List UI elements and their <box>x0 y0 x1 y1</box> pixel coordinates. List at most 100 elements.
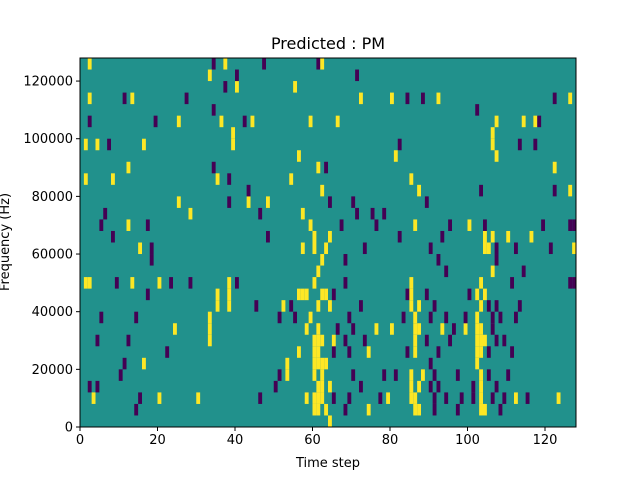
heatmap-cell-low <box>266 230 270 243</box>
heatmap-cell-low <box>525 392 530 404</box>
heatmap-cell-low <box>149 254 154 266</box>
chart-title: Predicted : PM <box>271 34 385 53</box>
heatmap-cell-high <box>479 323 484 335</box>
heatmap-cell-high <box>235 81 239 93</box>
heatmap-cell-high <box>219 115 224 128</box>
heatmap-cell-low <box>494 300 499 312</box>
heatmap-cell-high <box>521 115 526 128</box>
heatmap-cell-low <box>347 392 352 404</box>
heatmap-cell-low <box>246 184 251 197</box>
heatmap-cell-low <box>393 369 398 381</box>
heatmap-cell-high <box>126 161 131 174</box>
heatmap-cell-high <box>421 369 425 381</box>
heatmap-cell-low <box>343 334 348 347</box>
heatmap-cell-low <box>517 300 522 312</box>
heatmap-cell-high <box>479 300 484 312</box>
heatmap-cell-low <box>359 380 363 393</box>
heatmap-cell-low <box>463 311 468 324</box>
heatmap-cell-high <box>83 173 88 185</box>
heatmap-cell-low <box>428 311 433 324</box>
heatmap-cell-high <box>479 403 484 416</box>
heatmap-cell-low <box>424 196 429 208</box>
plot-frame <box>79 57 577 428</box>
heatmap-cell-high <box>324 357 329 370</box>
heatmap-cell-low <box>153 115 158 128</box>
heatmap-cell-high <box>300 242 305 255</box>
heatmap-cell-high <box>413 334 418 347</box>
heatmap-cell-high <box>297 288 301 301</box>
heatmap-cell-low <box>521 265 526 278</box>
heatmap-cell-low <box>99 219 104 231</box>
heatmap-cell-high <box>479 346 484 358</box>
heatmap-cell-high <box>413 346 418 358</box>
x-tick-label: 20 <box>149 433 166 448</box>
heatmap-cell-low <box>424 334 429 347</box>
x-tick-label: 40 <box>227 433 244 448</box>
heatmap-cell-high <box>494 115 499 128</box>
y-tick-label: 60000 <box>32 248 73 263</box>
heatmap-cell-low <box>471 392 476 404</box>
y-tick-label: 0 <box>65 421 73 436</box>
heatmap-cell-high <box>157 392 162 404</box>
heatmap-cell-low <box>514 242 518 255</box>
heatmap-cell-low <box>436 254 441 266</box>
heatmap-cell-high <box>312 357 317 370</box>
heatmap-cell-high <box>312 230 317 243</box>
heatmap-cell-high <box>111 173 115 185</box>
heatmap-cell-high <box>409 300 414 312</box>
heatmap-cell-high <box>320 334 325 347</box>
heatmap-cell-low <box>145 219 150 231</box>
heatmap-cell-high <box>374 323 379 335</box>
x-axis-label: Time step <box>295 456 360 471</box>
heatmap-cell-low <box>421 92 425 105</box>
heatmap-cells <box>83 58 577 427</box>
heatmap-cell-low <box>347 311 352 324</box>
heatmap-cell-low <box>401 311 406 324</box>
heatmap-cell-low <box>362 242 367 255</box>
heatmap-cell-high <box>95 138 100 151</box>
heatmap-cell-low <box>293 311 298 324</box>
heatmap-cell-high <box>312 346 317 358</box>
heatmap-cell-high <box>440 323 445 335</box>
heatmap-cell-high <box>173 323 177 335</box>
heatmap-cell-high <box>316 403 321 416</box>
heatmap-cell-low <box>114 277 119 289</box>
heatmap-cell-low <box>95 380 100 393</box>
heatmap-cell-high <box>417 323 422 335</box>
heatmap-cell-high <box>479 392 484 404</box>
heatmap-cell-high <box>324 403 329 416</box>
heatmap-cell-high <box>417 184 422 197</box>
heatmap-cell-low <box>498 403 503 416</box>
heatmap-cell-high <box>250 115 255 128</box>
y-tick-label: 40000 <box>32 305 73 320</box>
heatmap-cell-high <box>328 230 332 243</box>
heatmap-cell-low <box>134 311 139 324</box>
heatmap-cell-low <box>537 115 542 128</box>
heatmap-cell-high <box>413 311 418 324</box>
heatmap-cell-high <box>475 288 480 301</box>
heatmap-cell-low <box>277 369 282 381</box>
heatmap-cell-low <box>428 357 433 370</box>
heatmap-cell-low <box>227 196 232 208</box>
heatmap-cell-high <box>316 161 321 174</box>
heatmap-cell-low <box>211 104 216 116</box>
heatmap-cell-high <box>386 392 391 404</box>
heatmap-cell-high <box>390 92 394 105</box>
heatmap-cell-high <box>479 369 484 381</box>
heatmap-cell-low <box>235 69 239 82</box>
heatmap-cell-low <box>432 300 437 312</box>
heatmap-cell-low <box>490 392 495 404</box>
heatmap-cell-low <box>405 346 410 358</box>
heatmap-cell-low <box>483 219 487 231</box>
heatmap-cell-low <box>339 219 344 231</box>
heatmap-cell-high <box>300 288 305 301</box>
heatmap-cell-high <box>320 357 325 370</box>
heatmap-cell-low <box>444 311 449 324</box>
heatmap-cell-low <box>223 81 228 93</box>
heatmap-cell-high <box>207 323 212 335</box>
heatmap-cell-low <box>118 369 123 381</box>
heatmap-cell-low <box>479 184 484 197</box>
heatmap-cell-high <box>413 323 418 335</box>
heatmap-cell-high <box>188 207 193 220</box>
heatmap-cell-high <box>316 380 321 393</box>
